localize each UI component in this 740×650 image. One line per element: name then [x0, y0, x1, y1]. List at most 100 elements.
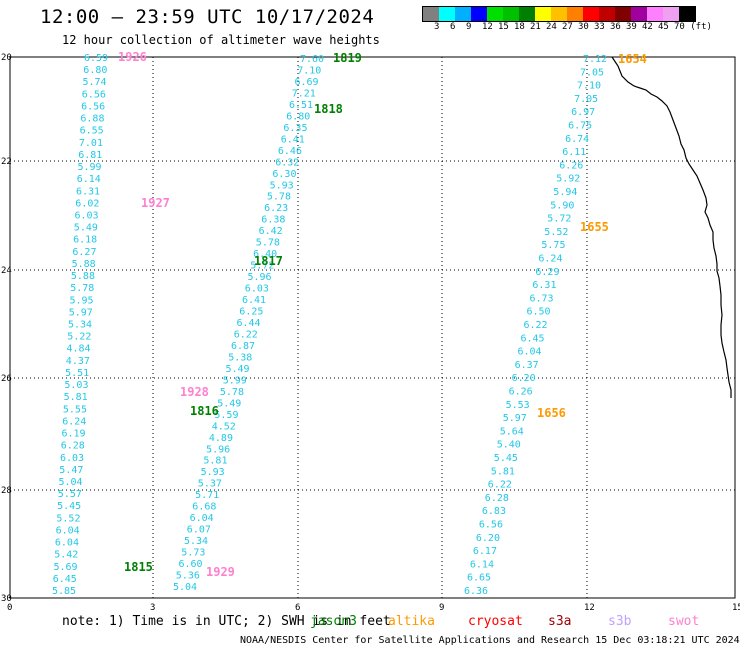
wave-height-label: 5.92 — [556, 174, 580, 185]
wave-height-label: 5.88 — [71, 271, 95, 282]
wave-height-label: 5.03 — [64, 380, 88, 391]
wave-height-label: 5.95 — [70, 295, 94, 306]
wave-height-label: 6.14 — [77, 174, 101, 185]
lon-tick-label: 6 — [295, 603, 300, 613]
wave-height-label: 6.32 — [275, 157, 299, 168]
colorbar-label: 36 — [610, 22, 621, 32]
colorbar-swatch — [423, 7, 439, 21]
pass-id-label: 1655 — [580, 220, 609, 234]
wave-height-label: 6.56 — [82, 89, 106, 100]
wave-height-label: 6.65 — [467, 573, 491, 584]
lat-tick-label: 24 — [1, 266, 12, 276]
wave-height-label: 5.37 — [198, 479, 222, 490]
wave-height-label: 5.97 — [503, 413, 527, 424]
wave-height-label: 6.27 — [72, 247, 96, 258]
wave-height-label: 5.96 — [206, 444, 230, 455]
jason3-track-values: 7.607.106.697.216.516.806.356.416.466.32… — [173, 54, 324, 593]
wave-height-label: 5.85 — [52, 586, 76, 597]
wave-height-label: 6.03 — [75, 211, 99, 222]
wave-height-label: 5.04 — [59, 477, 83, 488]
wave-height-label: 6.22 — [488, 480, 512, 491]
wave-height-label: 6.04 — [190, 513, 214, 524]
pass-id-label: 1815 — [124, 560, 153, 574]
wave-height-label: 5.72 — [250, 261, 274, 272]
wave-height-label: 7.05 — [580, 67, 604, 78]
wave-height-label: 5.52 — [544, 227, 568, 238]
wave-height-label: 5.99 — [223, 375, 247, 386]
lat-tick-label: 30 — [1, 594, 12, 604]
lon-tick-label: 3 — [150, 603, 155, 613]
pass-id-label: 1927 — [141, 196, 170, 210]
wave-height-label: 5.36 — [176, 571, 200, 582]
grid-lines — [10, 57, 735, 598]
wave-height-label: 7.10 — [577, 81, 601, 92]
pass-id-label: 1819 — [333, 51, 362, 65]
colorbar-label: 12 — [482, 22, 493, 32]
lat-tick-label: 26 — [1, 374, 12, 384]
lat-tick-label: 20 — [1, 53, 12, 63]
wave-height-label: 6.83 — [482, 506, 506, 517]
colorbar-label: 15 — [498, 22, 509, 32]
colorbar-label: 33 — [594, 22, 605, 32]
colorbar-swatch — [647, 7, 663, 21]
wave-height-label: 6.69 — [295, 77, 319, 88]
wave-height-label: 5.96 — [248, 272, 272, 283]
wave-height-label: 5.40 — [497, 440, 521, 451]
wave-height-label: 6.11 — [562, 147, 586, 158]
lat-tick-label: 22 — [1, 157, 12, 167]
wave-height-label: 5.38 — [228, 352, 252, 363]
wave-height-label: 5.34 — [68, 320, 92, 331]
colorbar-label: 39 — [626, 22, 637, 32]
wave-height-label: 6.31 — [76, 186, 100, 197]
legend-item-swot: swot — [668, 614, 700, 629]
wave-height-label: 7.05 — [574, 94, 598, 105]
legend-item-s3b: s3b — [608, 614, 632, 629]
wave-height-label: 6.22 — [524, 320, 548, 331]
colorbar-swatch — [551, 7, 567, 21]
wave-height-label: 6.56 — [81, 102, 105, 113]
wave-height-label: 5.55 — [63, 404, 87, 415]
wave-height-label: 7.10 — [297, 66, 321, 77]
wave-height-label: 6.14 — [470, 559, 494, 570]
colorbar-swatch — [615, 7, 631, 21]
wave-height-label: 5.81 — [64, 392, 88, 403]
wave-height-label: 6.68 — [192, 502, 216, 513]
wave-height-label: 5.49 — [74, 223, 98, 234]
wave-height-label: 6.20 — [512, 373, 536, 384]
wave-height-label: 6.80 — [286, 111, 310, 122]
wave-height-label: 5.49 — [226, 364, 250, 375]
wave-height-label: 5.59 — [214, 410, 238, 421]
wave-height-label: 5.78 — [70, 283, 94, 294]
wave-height-label: 6.56 — [479, 520, 503, 531]
wave-height-label: 6.24 — [538, 254, 562, 265]
pass-id-label: 1818 — [314, 102, 343, 116]
wave-height-label: 6.26 — [509, 387, 533, 398]
wave-height-label: 5.81 — [491, 466, 515, 477]
wave-height-label: 5.93 — [201, 467, 225, 478]
wave-height-label: 6.23 — [264, 203, 288, 214]
wave-height-label: 7.60 — [300, 54, 324, 65]
wave-height-label: 5.88 — [72, 259, 96, 270]
pass-id-label: 1816 — [190, 404, 219, 418]
wave-height-label: 5.42 — [54, 550, 78, 561]
wave-height-label: 6.44 — [237, 318, 261, 329]
colorbar-label: 30 — [578, 22, 589, 32]
wave-height-label: 6.02 — [75, 198, 99, 209]
wave-height-label: 5.69 — [54, 562, 78, 573]
footer-credit: NOAA/NESDIS Center for Satellite Applica… — [240, 635, 740, 646]
wave-height-label: 5.90 — [550, 200, 574, 211]
wave-height-label: 7.01 — [79, 138, 103, 149]
wave-height-label: 6.40 — [253, 249, 277, 260]
wave-height-label: 5.52 — [56, 513, 80, 524]
wave-height-label: 6.20 — [476, 533, 500, 544]
wave-height-label: 4.52 — [212, 421, 236, 432]
wave-height-label: 5.75 — [541, 240, 565, 251]
lon-tick-label: 12 — [584, 603, 595, 613]
note-text: note: 1) Time is in UTC; 2) SWH is in fe… — [62, 614, 391, 629]
colorbar-label: 24 — [546, 22, 557, 32]
colorbar-swatch — [679, 7, 695, 21]
wave-height-label: 5.04 — [173, 582, 197, 593]
wave-height-label: 6.17 — [473, 546, 497, 557]
colorbar-swatch — [631, 7, 647, 21]
wave-height-label: 6.29 — [535, 267, 559, 278]
